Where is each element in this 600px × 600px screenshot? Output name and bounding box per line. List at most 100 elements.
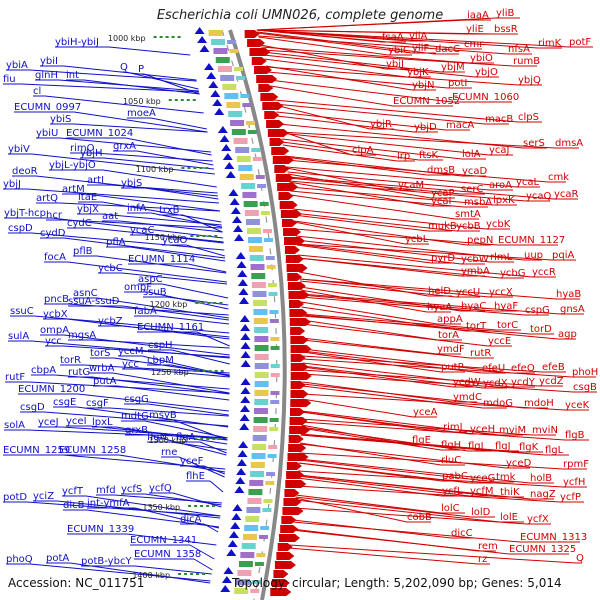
functional-category-block [254, 390, 269, 396]
functional-category-block [254, 327, 269, 333]
reverse-gene-line [267, 71, 449, 89]
reverse-gene-label: ybiJ [386, 59, 404, 70]
forward-gene-label: ECUMN_1358 [134, 549, 201, 560]
reverse-gene-arrow [286, 264, 308, 272]
reverse-gene-label: ECUMN_1060 [452, 92, 519, 103]
forward-gene-label: ssuC [10, 306, 34, 317]
functional-category-block [265, 256, 275, 260]
functional-category-block [242, 192, 257, 198]
reverse-gene-label: csgB [573, 382, 597, 393]
forward-gene-arrow [232, 504, 243, 511]
reverse-gene-label: ycdZ [539, 376, 564, 387]
kbp-tick-label: 1200 kbp [150, 300, 188, 309]
forward-gene-label: ybiS [50, 114, 71, 125]
functional-category-block [253, 318, 268, 324]
functional-category-block [270, 364, 280, 368]
forward-gene-line [91, 339, 230, 349]
reverse-gene-label: ybiO [470, 53, 493, 64]
forward-gene-label: ECUMN_1341 [130, 535, 197, 546]
genome-title: Escherichia coli UMN026, complete genome [157, 8, 443, 23]
reverse-gene-label: ECUMN_1313 [520, 532, 587, 543]
functional-category-block [269, 427, 279, 431]
forward-gene-label: focA [44, 252, 66, 263]
reverse-gene-label: mukB [428, 221, 457, 232]
forward-gene-label: potA [46, 553, 69, 564]
kbp-tick-label: 1050 kbp [123, 97, 161, 106]
reverse-gene-label: agp [558, 329, 577, 340]
forward-gene-label: mgsA [68, 330, 96, 341]
reverse-gene-label: putP [441, 362, 464, 373]
functional-category-block [241, 183, 256, 189]
forward-gene-line [63, 237, 226, 259]
reverse-gene-line [292, 521, 521, 543]
reverse-gene-label: clpA [352, 145, 374, 156]
forward-gene-line [121, 272, 228, 285]
reverse-gene-line [263, 54, 476, 78]
forward-gene-label: cspH [148, 340, 173, 351]
forward-gene-label: pflB [73, 246, 93, 257]
forward-gene-line [196, 331, 230, 347]
functional-category-block [269, 310, 279, 314]
reverse-gene-arrow [275, 174, 294, 182]
reverse-gene-label: ycdW [453, 377, 481, 388]
forward-gene-arrow [236, 459, 247, 466]
functional-category-block [244, 525, 259, 531]
forward-gene-line [172, 492, 222, 508]
reverse-gene-line [289, 544, 577, 564]
functional-category-block [243, 201, 258, 207]
forward-gene-line [110, 184, 218, 194]
reverse-gene-label: helD [428, 286, 451, 297]
reverse-gene-line [293, 212, 457, 232]
functional-category-block [252, 435, 267, 441]
forward-gene-label: msyB [149, 410, 177, 421]
functional-category-block [235, 579, 250, 585]
forward-gene-line [93, 152, 213, 162]
forward-gene-arrow [239, 423, 250, 430]
forward-gene-label: csgE [53, 397, 76, 408]
functional-category-block [242, 103, 252, 107]
reverse-gene-label: nfsA [508, 44, 530, 55]
forward-gene-arrow [239, 315, 250, 322]
forward-gene-line [85, 495, 221, 517]
forward-gene-line [113, 494, 222, 504]
forward-gene-label: ycfQ [149, 483, 172, 494]
reverse-gene-arrow [244, 30, 260, 38]
reverse-gene-label: ECUMN_1325 [509, 544, 576, 555]
kbp-tick-label: 1000 kbp [108, 34, 146, 43]
forward-gene-arrow [238, 288, 249, 295]
functional-category-block [231, 129, 246, 135]
functional-category-block [234, 588, 249, 594]
functional-category-block [250, 589, 260, 593]
reverse-gene-line [292, 208, 487, 230]
forward-gene-line [63, 334, 230, 356]
reverse-gene-line [290, 190, 465, 208]
reverse-gene-label: hyaB [556, 289, 581, 300]
reverse-gene-label: lolD [471, 507, 491, 518]
reverse-gene-arrow [290, 390, 309, 398]
reverse-gene-arrow [283, 228, 302, 236]
reverse-gene-label: dmsA [555, 138, 583, 149]
reverse-gene-line [302, 362, 512, 388]
reverse-gene-label: dmsB [427, 165, 455, 176]
reverse-gene-line [301, 319, 439, 341]
forward-gene-label: ltaE [78, 192, 97, 203]
reverse-gene-label: pabC [442, 471, 468, 482]
reverse-gene-label: holB [530, 473, 552, 484]
reverse-gene-label: yccR [532, 267, 556, 278]
forward-gene-arrow [224, 162, 235, 169]
reverse-gene-label: yliE [466, 24, 484, 35]
reverse-gene-line [299, 452, 564, 470]
reverse-gene-label: nagZ [530, 489, 556, 500]
reverse-gene-arrow [290, 363, 309, 371]
forward-gene-line [139, 368, 230, 378]
forward-gene-arrow [240, 378, 251, 385]
forward-gene-label: cbpM [147, 355, 174, 366]
forward-gene-arrow [240, 360, 251, 367]
functional-category-block [265, 481, 275, 485]
reverse-gene-label: gnsA [560, 304, 585, 315]
reverse-gene-label: ycaR [554, 189, 579, 200]
functional-category-block [218, 66, 233, 72]
reverse-gene-arrow [283, 498, 302, 506]
reverse-gene-arrow [288, 435, 304, 443]
kbp-tick-label: 1400 kbp [132, 571, 170, 580]
